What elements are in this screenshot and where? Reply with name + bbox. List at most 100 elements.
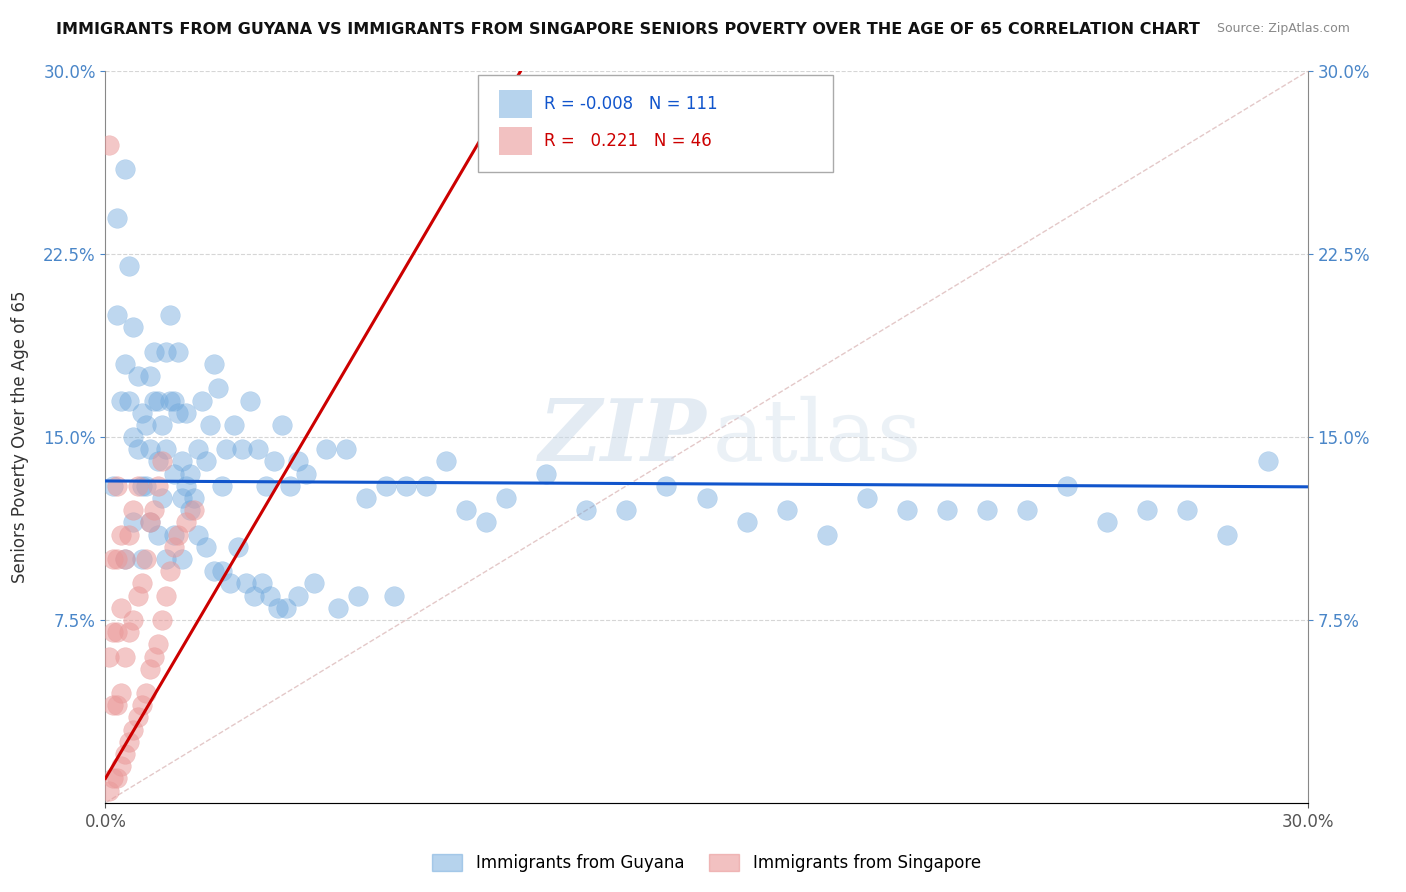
Point	[103, 552, 125, 566]
Point	[1136, 503, 1159, 517]
Point	[131, 479, 153, 493]
Point	[395, 479, 418, 493]
Text: R = -0.008   N = 111: R = -0.008 N = 111	[544, 95, 718, 113]
Point	[122, 723, 145, 737]
Point	[155, 344, 177, 359]
Point	[122, 516, 145, 530]
Point	[202, 564, 225, 578]
Point	[198, 417, 221, 432]
Point	[107, 308, 129, 322]
Point	[194, 454, 217, 468]
Point	[114, 649, 136, 664]
Point	[179, 467, 201, 481]
Point	[534, 467, 557, 481]
Point	[815, 527, 838, 541]
Point	[122, 320, 145, 334]
Point	[274, 600, 297, 615]
Point	[174, 406, 197, 420]
Point	[263, 454, 285, 468]
Point	[239, 393, 262, 408]
Point	[110, 686, 132, 700]
Point	[211, 479, 233, 493]
Point	[218, 576, 240, 591]
Point	[98, 783, 121, 797]
Point	[114, 552, 136, 566]
Point	[250, 576, 273, 591]
Point	[127, 589, 149, 603]
Point	[118, 735, 141, 749]
Text: ZIP: ZIP	[538, 395, 707, 479]
Point	[222, 417, 245, 432]
Point	[454, 503, 477, 517]
Point	[98, 137, 121, 152]
Point	[1056, 479, 1078, 493]
Point	[131, 576, 153, 591]
Point	[179, 503, 201, 517]
Point	[127, 369, 149, 384]
Point	[170, 454, 193, 468]
Point	[495, 491, 517, 505]
Text: IMMIGRANTS FROM GUYANA VS IMMIGRANTS FROM SINGAPORE SENIORS POVERTY OVER THE AGE: IMMIGRANTS FROM GUYANA VS IMMIGRANTS FRO…	[56, 22, 1201, 37]
Point	[155, 589, 177, 603]
Point	[114, 161, 136, 176]
Point	[347, 589, 370, 603]
Point	[150, 454, 173, 468]
Point	[295, 467, 318, 481]
Point	[170, 552, 193, 566]
Point	[107, 552, 129, 566]
Point	[110, 600, 132, 615]
Point	[135, 686, 157, 700]
Point	[166, 344, 188, 359]
Point	[162, 467, 184, 481]
Point	[246, 442, 269, 457]
Point	[202, 357, 225, 371]
Point	[127, 442, 149, 457]
Point	[254, 479, 277, 493]
Point	[159, 393, 181, 408]
Point	[103, 479, 125, 493]
Point	[142, 344, 165, 359]
Legend: Immigrants from Guyana, Immigrants from Singapore: Immigrants from Guyana, Immigrants from …	[426, 847, 987, 879]
Point	[131, 406, 153, 420]
Point	[118, 260, 141, 274]
Point	[103, 772, 125, 786]
Point	[114, 357, 136, 371]
Point	[122, 503, 145, 517]
Point	[127, 710, 149, 724]
Point	[122, 430, 145, 444]
Point	[287, 589, 309, 603]
Point	[150, 491, 173, 505]
Point	[1257, 454, 1279, 468]
Point	[855, 491, 877, 505]
Point	[382, 589, 405, 603]
Point	[166, 406, 188, 420]
Point	[183, 503, 205, 517]
Point	[162, 527, 184, 541]
Point	[138, 369, 160, 384]
Point	[162, 540, 184, 554]
Point	[735, 516, 758, 530]
Point	[114, 747, 136, 761]
Point	[131, 552, 153, 566]
Point	[118, 527, 141, 541]
Point	[138, 662, 160, 676]
Point	[107, 211, 129, 225]
Point	[575, 503, 598, 517]
Point	[190, 393, 212, 408]
Point	[616, 503, 638, 517]
Point	[110, 527, 132, 541]
Y-axis label: Seniors Poverty Over the Age of 65: Seniors Poverty Over the Age of 65	[11, 291, 30, 583]
Point	[146, 527, 169, 541]
Point	[976, 503, 998, 517]
Point	[170, 491, 193, 505]
Bar	[499, 90, 533, 118]
Point	[315, 442, 337, 457]
Point	[150, 417, 173, 432]
Point	[110, 393, 132, 408]
Point	[118, 625, 141, 640]
Point	[896, 503, 918, 517]
Point	[155, 442, 177, 457]
Point	[103, 625, 125, 640]
Point	[655, 479, 678, 493]
Point	[1216, 527, 1239, 541]
